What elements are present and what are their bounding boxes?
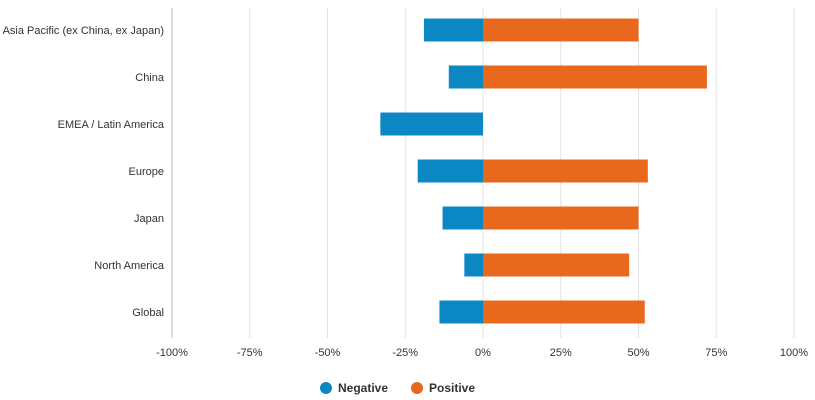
- category-label: Global: [132, 307, 164, 319]
- x-tick-label: 50%: [627, 347, 649, 359]
- bar-negative: [448, 65, 483, 89]
- bar-positive: [483, 18, 639, 42]
- x-tick-label: 75%: [705, 347, 727, 359]
- bar-positive: [483, 300, 645, 324]
- category-label: China: [135, 72, 165, 84]
- bar-negative: [380, 112, 483, 136]
- category-label: Europe: [129, 166, 164, 178]
- category-label: Asia Pacific (ex China, ex Japan): [3, 25, 164, 37]
- legend: Negative Positive: [320, 381, 475, 395]
- x-tick-label: -75%: [237, 347, 263, 359]
- category-label: North America: [94, 260, 165, 272]
- category-label: EMEA / Latin America: [58, 119, 165, 131]
- legend-item-negative[interactable]: Negative: [320, 381, 388, 395]
- bar-negative: [439, 300, 483, 324]
- bar-positive: [483, 65, 707, 89]
- category-labels: Asia Pacific (ex China, ex Japan) China EM…: [3, 25, 165, 319]
- x-tick-label: -50%: [315, 347, 341, 359]
- legend-label: Negative: [338, 381, 388, 395]
- bar-positive: [483, 253, 630, 277]
- x-tick-label: 100%: [780, 347, 808, 359]
- x-tick-label: 25%: [550, 347, 572, 359]
- bar-negative: [417, 159, 483, 183]
- x-tick-label: 0%: [475, 347, 491, 359]
- bar-positive: [483, 206, 639, 230]
- x-tick-label: -100%: [156, 347, 188, 359]
- bars: [380, 18, 707, 324]
- bar-negative: [423, 18, 483, 42]
- x-tick-label: -25%: [392, 347, 418, 359]
- legend-marker: [320, 382, 332, 394]
- bar-negative: [464, 253, 483, 277]
- legend-label: Positive: [429, 381, 475, 395]
- legend-marker: [411, 382, 423, 394]
- category-label: Japan: [134, 213, 164, 225]
- bar-positive: [483, 159, 648, 183]
- x-tick-labels: -100% -75% -50% -25% 0% 25% 50% 75% 100%: [156, 347, 808, 359]
- legend-item-positive[interactable]: Positive: [411, 381, 475, 395]
- bar-negative: [442, 206, 483, 230]
